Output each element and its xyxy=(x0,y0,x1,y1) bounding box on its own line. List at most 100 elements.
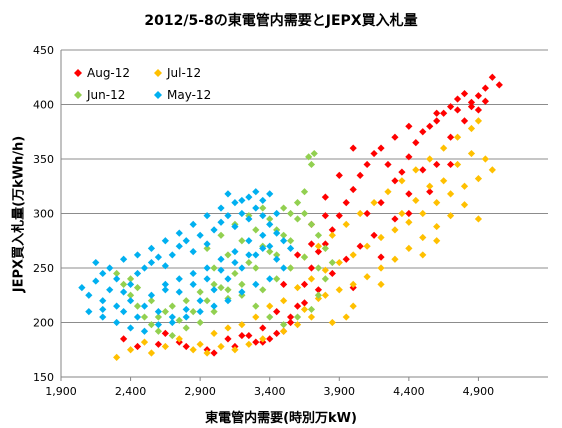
data-point xyxy=(300,188,309,196)
data-point xyxy=(377,280,385,288)
data-point xyxy=(363,209,371,218)
data-point xyxy=(426,155,434,163)
data-point xyxy=(342,220,350,228)
data-point xyxy=(300,280,309,288)
data-point xyxy=(210,302,218,310)
x-tick-label: 1,900 xyxy=(45,385,77,398)
data-point xyxy=(252,313,260,321)
data-point xyxy=(203,212,211,220)
data-point xyxy=(300,209,309,218)
data-point xyxy=(453,106,462,114)
data-point xyxy=(175,229,183,237)
data-point xyxy=(321,193,329,201)
data-point xyxy=(126,291,135,299)
data-point xyxy=(280,321,288,329)
data-point xyxy=(293,251,302,259)
x-axis-title: 東電管内需要(時別万kW) xyxy=(205,411,357,426)
data-point xyxy=(140,338,149,346)
data-point xyxy=(433,160,441,169)
data-point xyxy=(182,237,190,245)
series-0 xyxy=(120,73,503,357)
data-point xyxy=(474,215,483,223)
data-point xyxy=(273,255,281,263)
data-point xyxy=(231,248,239,256)
data-point xyxy=(238,331,246,340)
data-point xyxy=(245,258,253,267)
data-point xyxy=(433,117,441,125)
data-point xyxy=(140,264,149,272)
data-point xyxy=(467,124,476,133)
data-point xyxy=(259,231,267,239)
data-point xyxy=(140,327,149,335)
data-point xyxy=(203,240,211,248)
data-point xyxy=(453,95,462,103)
data-point xyxy=(210,286,218,294)
data-point xyxy=(433,199,441,207)
data-point xyxy=(120,308,128,316)
series-3 xyxy=(78,188,295,335)
data-point xyxy=(280,237,288,245)
y-tick-label: 400 xyxy=(33,99,54,112)
data-point xyxy=(266,190,274,198)
data-point xyxy=(238,280,246,288)
legend: Aug-12 Jul-12 Jun-12 May-12 xyxy=(74,66,211,102)
data-point xyxy=(300,305,309,314)
chart-title: 2012/5-8の東電管内需要とJEPX買入札量 xyxy=(144,13,418,29)
data-point xyxy=(300,253,309,261)
data-point xyxy=(168,302,176,310)
data-point xyxy=(300,299,309,307)
data-point xyxy=(126,275,135,283)
data-point xyxy=(307,240,316,248)
data-point xyxy=(252,338,260,346)
data-point xyxy=(147,258,156,267)
data-point xyxy=(307,160,316,169)
y-tick-label: 150 xyxy=(33,371,54,384)
data-point xyxy=(175,316,183,324)
data-point xyxy=(231,222,239,231)
legend-label-2: Jun-12 xyxy=(86,88,125,102)
data-point xyxy=(147,321,156,329)
data-point xyxy=(286,209,295,218)
data-point xyxy=(412,139,420,147)
data-point xyxy=(210,264,218,272)
data-point xyxy=(245,215,253,223)
data-point xyxy=(273,308,281,316)
data-point xyxy=(231,199,239,207)
data-point xyxy=(370,149,378,158)
data-point xyxy=(335,258,343,267)
data-point xyxy=(126,280,135,288)
data-point xyxy=(252,204,260,212)
data-point xyxy=(447,103,455,111)
data-point xyxy=(440,109,448,117)
data-point xyxy=(328,318,336,327)
data-point xyxy=(426,188,434,196)
data-point xyxy=(189,346,197,354)
data-point xyxy=(224,275,232,283)
data-point xyxy=(189,269,197,278)
data-point xyxy=(245,193,253,201)
data-point xyxy=(238,264,246,272)
data-point xyxy=(113,269,121,278)
x-tick-label: 3,900 xyxy=(324,385,356,398)
data-point xyxy=(419,251,427,259)
data-point xyxy=(133,251,142,259)
data-point xyxy=(238,321,246,329)
data-point xyxy=(481,97,489,105)
data-point xyxy=(460,201,469,209)
legend-marker-2 xyxy=(74,91,82,99)
data-point xyxy=(147,244,156,252)
data-point xyxy=(154,327,162,335)
data-point xyxy=(196,288,204,296)
data-point xyxy=(426,122,434,130)
data-point xyxy=(161,342,169,351)
data-point xyxy=(196,231,204,239)
data-point xyxy=(349,185,357,194)
data-point xyxy=(168,251,176,259)
data-point xyxy=(217,218,225,226)
data-point xyxy=(189,308,197,316)
data-point xyxy=(189,280,197,288)
data-point xyxy=(252,264,260,272)
data-point xyxy=(196,340,204,348)
data-point xyxy=(217,204,225,212)
x-tick-label: 3,400 xyxy=(254,385,286,398)
